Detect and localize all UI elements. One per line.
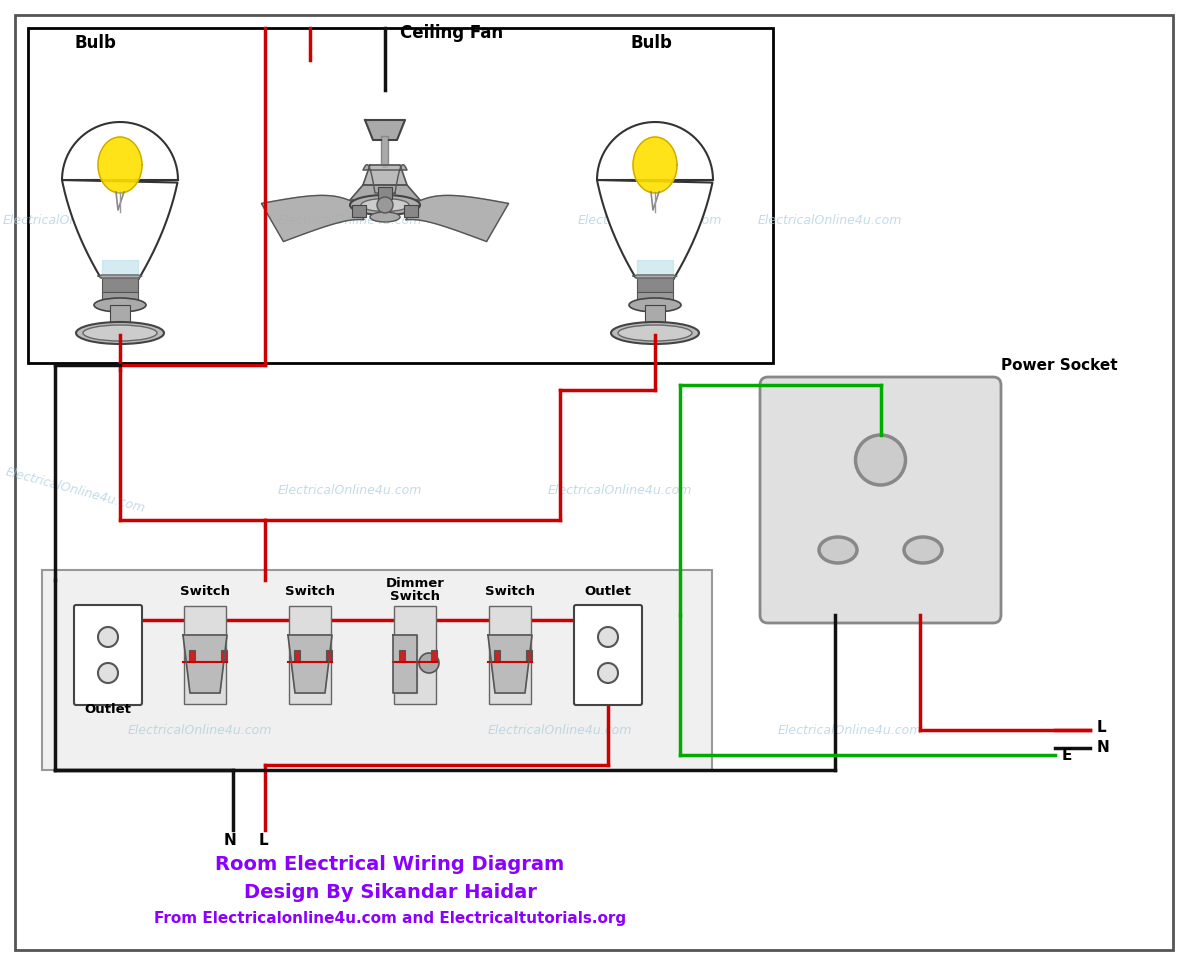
FancyBboxPatch shape <box>293 650 301 662</box>
FancyBboxPatch shape <box>431 650 437 662</box>
FancyBboxPatch shape <box>760 377 1001 623</box>
Text: Room Electrical Wiring Diagram: Room Electrical Wiring Diagram <box>215 855 564 874</box>
Text: ElectricalOnline4u.com: ElectricalOnline4u.com <box>4 465 146 515</box>
Circle shape <box>377 197 393 213</box>
FancyBboxPatch shape <box>637 278 672 292</box>
Ellipse shape <box>618 325 691 341</box>
Text: From Electricalonline4u.com and Electricaltutorials.org: From Electricalonline4u.com and Electric… <box>154 911 626 926</box>
Ellipse shape <box>83 325 157 341</box>
FancyBboxPatch shape <box>494 650 500 662</box>
Circle shape <box>855 435 905 485</box>
Text: L: L <box>258 833 267 848</box>
Polygon shape <box>62 122 178 280</box>
Text: ElectricalOnline4u.com: ElectricalOnline4u.com <box>778 724 922 736</box>
FancyBboxPatch shape <box>189 650 195 662</box>
Text: ElectricalOnline4u.com: ElectricalOnline4u.com <box>278 484 422 496</box>
Polygon shape <box>633 137 677 193</box>
Text: ElectricalOnline4u.com: ElectricalOnline4u.com <box>278 213 422 227</box>
Polygon shape <box>633 275 677 278</box>
Text: Outlet: Outlet <box>584 585 632 598</box>
Polygon shape <box>393 635 417 693</box>
Polygon shape <box>364 165 407 193</box>
Text: Switch: Switch <box>285 585 335 598</box>
Polygon shape <box>364 165 407 185</box>
FancyBboxPatch shape <box>645 305 665 330</box>
Polygon shape <box>261 196 364 242</box>
Text: N: N <box>223 833 236 848</box>
FancyBboxPatch shape <box>102 292 138 302</box>
FancyBboxPatch shape <box>221 650 227 662</box>
Polygon shape <box>97 275 143 278</box>
FancyBboxPatch shape <box>637 292 672 302</box>
Polygon shape <box>598 122 713 280</box>
Polygon shape <box>99 137 143 193</box>
FancyBboxPatch shape <box>289 606 331 704</box>
FancyBboxPatch shape <box>394 606 436 704</box>
Text: Ceiling Fan: Ceiling Fan <box>400 24 504 42</box>
FancyBboxPatch shape <box>102 278 138 292</box>
Ellipse shape <box>350 195 421 215</box>
FancyBboxPatch shape <box>399 650 405 662</box>
FancyBboxPatch shape <box>326 650 331 662</box>
Ellipse shape <box>819 537 857 563</box>
Ellipse shape <box>94 298 146 312</box>
Polygon shape <box>350 185 421 200</box>
Text: N: N <box>1097 740 1110 756</box>
Text: ElectricalOnline4u.com: ElectricalOnline4u.com <box>128 724 272 736</box>
Text: ElectricalOnline4u.com: ElectricalOnline4u.com <box>488 724 632 736</box>
FancyBboxPatch shape <box>574 605 642 705</box>
FancyBboxPatch shape <box>489 606 531 704</box>
Text: Outlet: Outlet <box>84 703 132 716</box>
Text: Dimmer: Dimmer <box>386 577 444 590</box>
Text: ElectricalOnline4u.com: ElectricalOnline4u.com <box>577 213 722 227</box>
Polygon shape <box>287 635 331 693</box>
Ellipse shape <box>904 537 942 563</box>
FancyBboxPatch shape <box>526 650 532 662</box>
Polygon shape <box>488 635 532 693</box>
Ellipse shape <box>611 322 699 344</box>
Polygon shape <box>102 260 138 275</box>
FancyBboxPatch shape <box>29 28 773 363</box>
Polygon shape <box>637 260 672 275</box>
Circle shape <box>598 663 618 683</box>
FancyBboxPatch shape <box>184 606 226 704</box>
Text: L: L <box>1097 720 1107 736</box>
Ellipse shape <box>369 212 400 222</box>
Circle shape <box>97 663 118 683</box>
Circle shape <box>97 627 118 647</box>
FancyBboxPatch shape <box>404 205 418 217</box>
Text: E: E <box>1062 747 1073 763</box>
FancyBboxPatch shape <box>378 187 392 199</box>
FancyBboxPatch shape <box>15 15 1173 950</box>
Polygon shape <box>183 635 227 693</box>
Text: Power Socket: Power Socket <box>1001 358 1118 373</box>
Circle shape <box>419 653 440 673</box>
FancyBboxPatch shape <box>42 570 712 770</box>
Ellipse shape <box>361 199 409 211</box>
Text: ElectricalOnline4u.com: ElectricalOnline4u.com <box>758 213 902 227</box>
Ellipse shape <box>76 322 164 344</box>
Text: Design By Sikandar Haidar: Design By Sikandar Haidar <box>244 883 537 902</box>
Text: ElectricalOnline4u.com: ElectricalOnline4u.com <box>2 213 147 227</box>
Polygon shape <box>365 120 405 140</box>
Text: Switch: Switch <box>181 585 230 598</box>
Text: ElectricalOnline4u.com: ElectricalOnline4u.com <box>548 484 693 496</box>
Text: Bulb: Bulb <box>75 34 116 52</box>
Text: Bulb: Bulb <box>630 34 672 52</box>
Text: ElectricalOnline4u.com: ElectricalOnline4u.com <box>848 484 992 496</box>
Ellipse shape <box>628 298 681 312</box>
FancyBboxPatch shape <box>352 205 366 217</box>
Text: Switch: Switch <box>485 585 535 598</box>
Polygon shape <box>406 196 508 242</box>
Circle shape <box>598 627 618 647</box>
Text: Switch: Switch <box>390 590 440 603</box>
FancyBboxPatch shape <box>110 305 129 330</box>
FancyBboxPatch shape <box>74 605 143 705</box>
